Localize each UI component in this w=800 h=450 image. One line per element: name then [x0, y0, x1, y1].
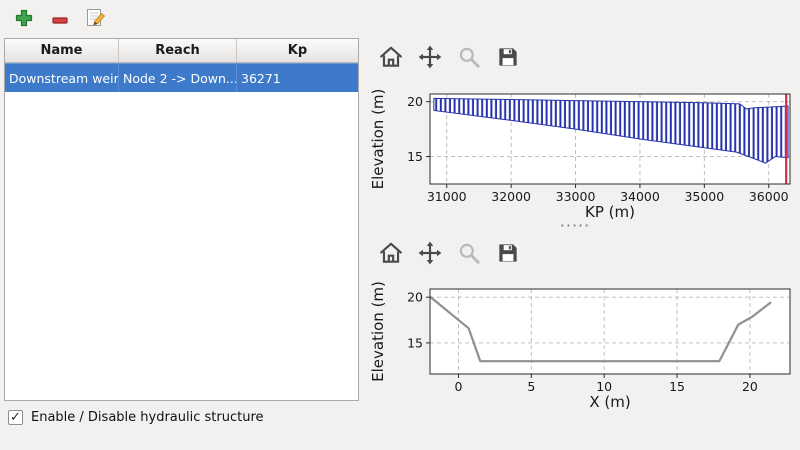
splitter-handle[interactable]: ····· [559, 216, 591, 235]
edit-icon [87, 9, 106, 26]
zoom-icon [459, 47, 480, 68]
save-icon [499, 48, 517, 66]
svg-text:0: 0 [454, 379, 462, 394]
svg-text:15: 15 [407, 149, 423, 164]
svg-text:KP (m): KP (m) [585, 203, 635, 221]
table-row[interactable]: Downstream weir Node 2 -> Down... 36271 [5, 63, 358, 92]
pan-icon [418, 45, 442, 69]
svg-text:20: 20 [407, 94, 423, 109]
svg-text:20: 20 [742, 379, 758, 394]
zoom-icon [459, 243, 480, 264]
svg-text:Elevation (m): Elevation (m) [369, 281, 387, 382]
svg-text:15: 15 [669, 379, 685, 394]
cross-section-plot-toolbar [378, 240, 521, 266]
save-button[interactable] [495, 240, 521, 266]
plus-icon [15, 9, 33, 27]
add-structure-button[interactable] [12, 6, 36, 30]
column-header-kp[interactable]: Kp [287, 43, 308, 58]
enable-structure-checkbox[interactable]: ✓ [8, 410, 23, 425]
svg-text:X (m): X (m) [589, 393, 630, 411]
enable-structure-row: ✓ Enable / Disable hydraulic structure [8, 410, 264, 425]
save-icon [499, 244, 517, 262]
minus-icon [52, 17, 68, 24]
cell-reach: Node 2 -> Down... [119, 64, 237, 92]
cell-name: Downstream weir [5, 64, 119, 92]
svg-text:5: 5 [527, 379, 535, 394]
svg-text:34000: 34000 [620, 189, 660, 204]
svg-text:15: 15 [407, 335, 423, 350]
pan-button[interactable] [417, 44, 443, 70]
edit-structure-button[interactable] [84, 6, 108, 30]
column-header-reach[interactable]: Reach [119, 39, 237, 62]
save-button[interactable] [495, 44, 521, 70]
zoom-button[interactable] [456, 44, 482, 70]
svg-text:31000: 31000 [427, 189, 467, 204]
cross-section-plot[interactable]: 0 5 10 15 20 15 20 X (m) Elevation (m) [365, 281, 797, 413]
pan-icon [418, 241, 442, 265]
zoom-button[interactable] [456, 240, 482, 266]
longitudinal-profile-plot[interactable]: 31000 32000 33000 34000 35000 36000 15 20 KP (m)… [365, 84, 797, 222]
home-icon [380, 242, 402, 263]
svg-text:33000: 33000 [556, 189, 596, 204]
svg-text:10: 10 [596, 379, 612, 394]
enable-structure-label: Enable / Disable hydraulic structure [31, 410, 264, 425]
svg-text:36000: 36000 [749, 189, 789, 204]
column-header-name[interactable]: Name [5, 39, 119, 62]
svg-text:32000: 32000 [491, 189, 531, 204]
main-toolbar [0, 0, 800, 34]
cell-kp: 36271 [241, 70, 281, 86]
remove-structure-button[interactable] [48, 6, 72, 30]
svg-text:20: 20 [407, 290, 423, 305]
svg-text:35000: 35000 [684, 189, 724, 204]
svg-text:Elevation (m): Elevation (m) [369, 89, 387, 190]
home-button[interactable] [378, 240, 404, 266]
table-header: Name Reach Kp [5, 39, 358, 63]
pan-button[interactable] [417, 240, 443, 266]
profile-plot-toolbar [378, 44, 521, 70]
home-button[interactable] [378, 44, 404, 70]
checkmark-icon: ✓ [10, 409, 21, 425]
home-icon [380, 46, 402, 67]
structures-table: Name Reach Kp Downstream weir Node 2 -> … [4, 38, 359, 401]
